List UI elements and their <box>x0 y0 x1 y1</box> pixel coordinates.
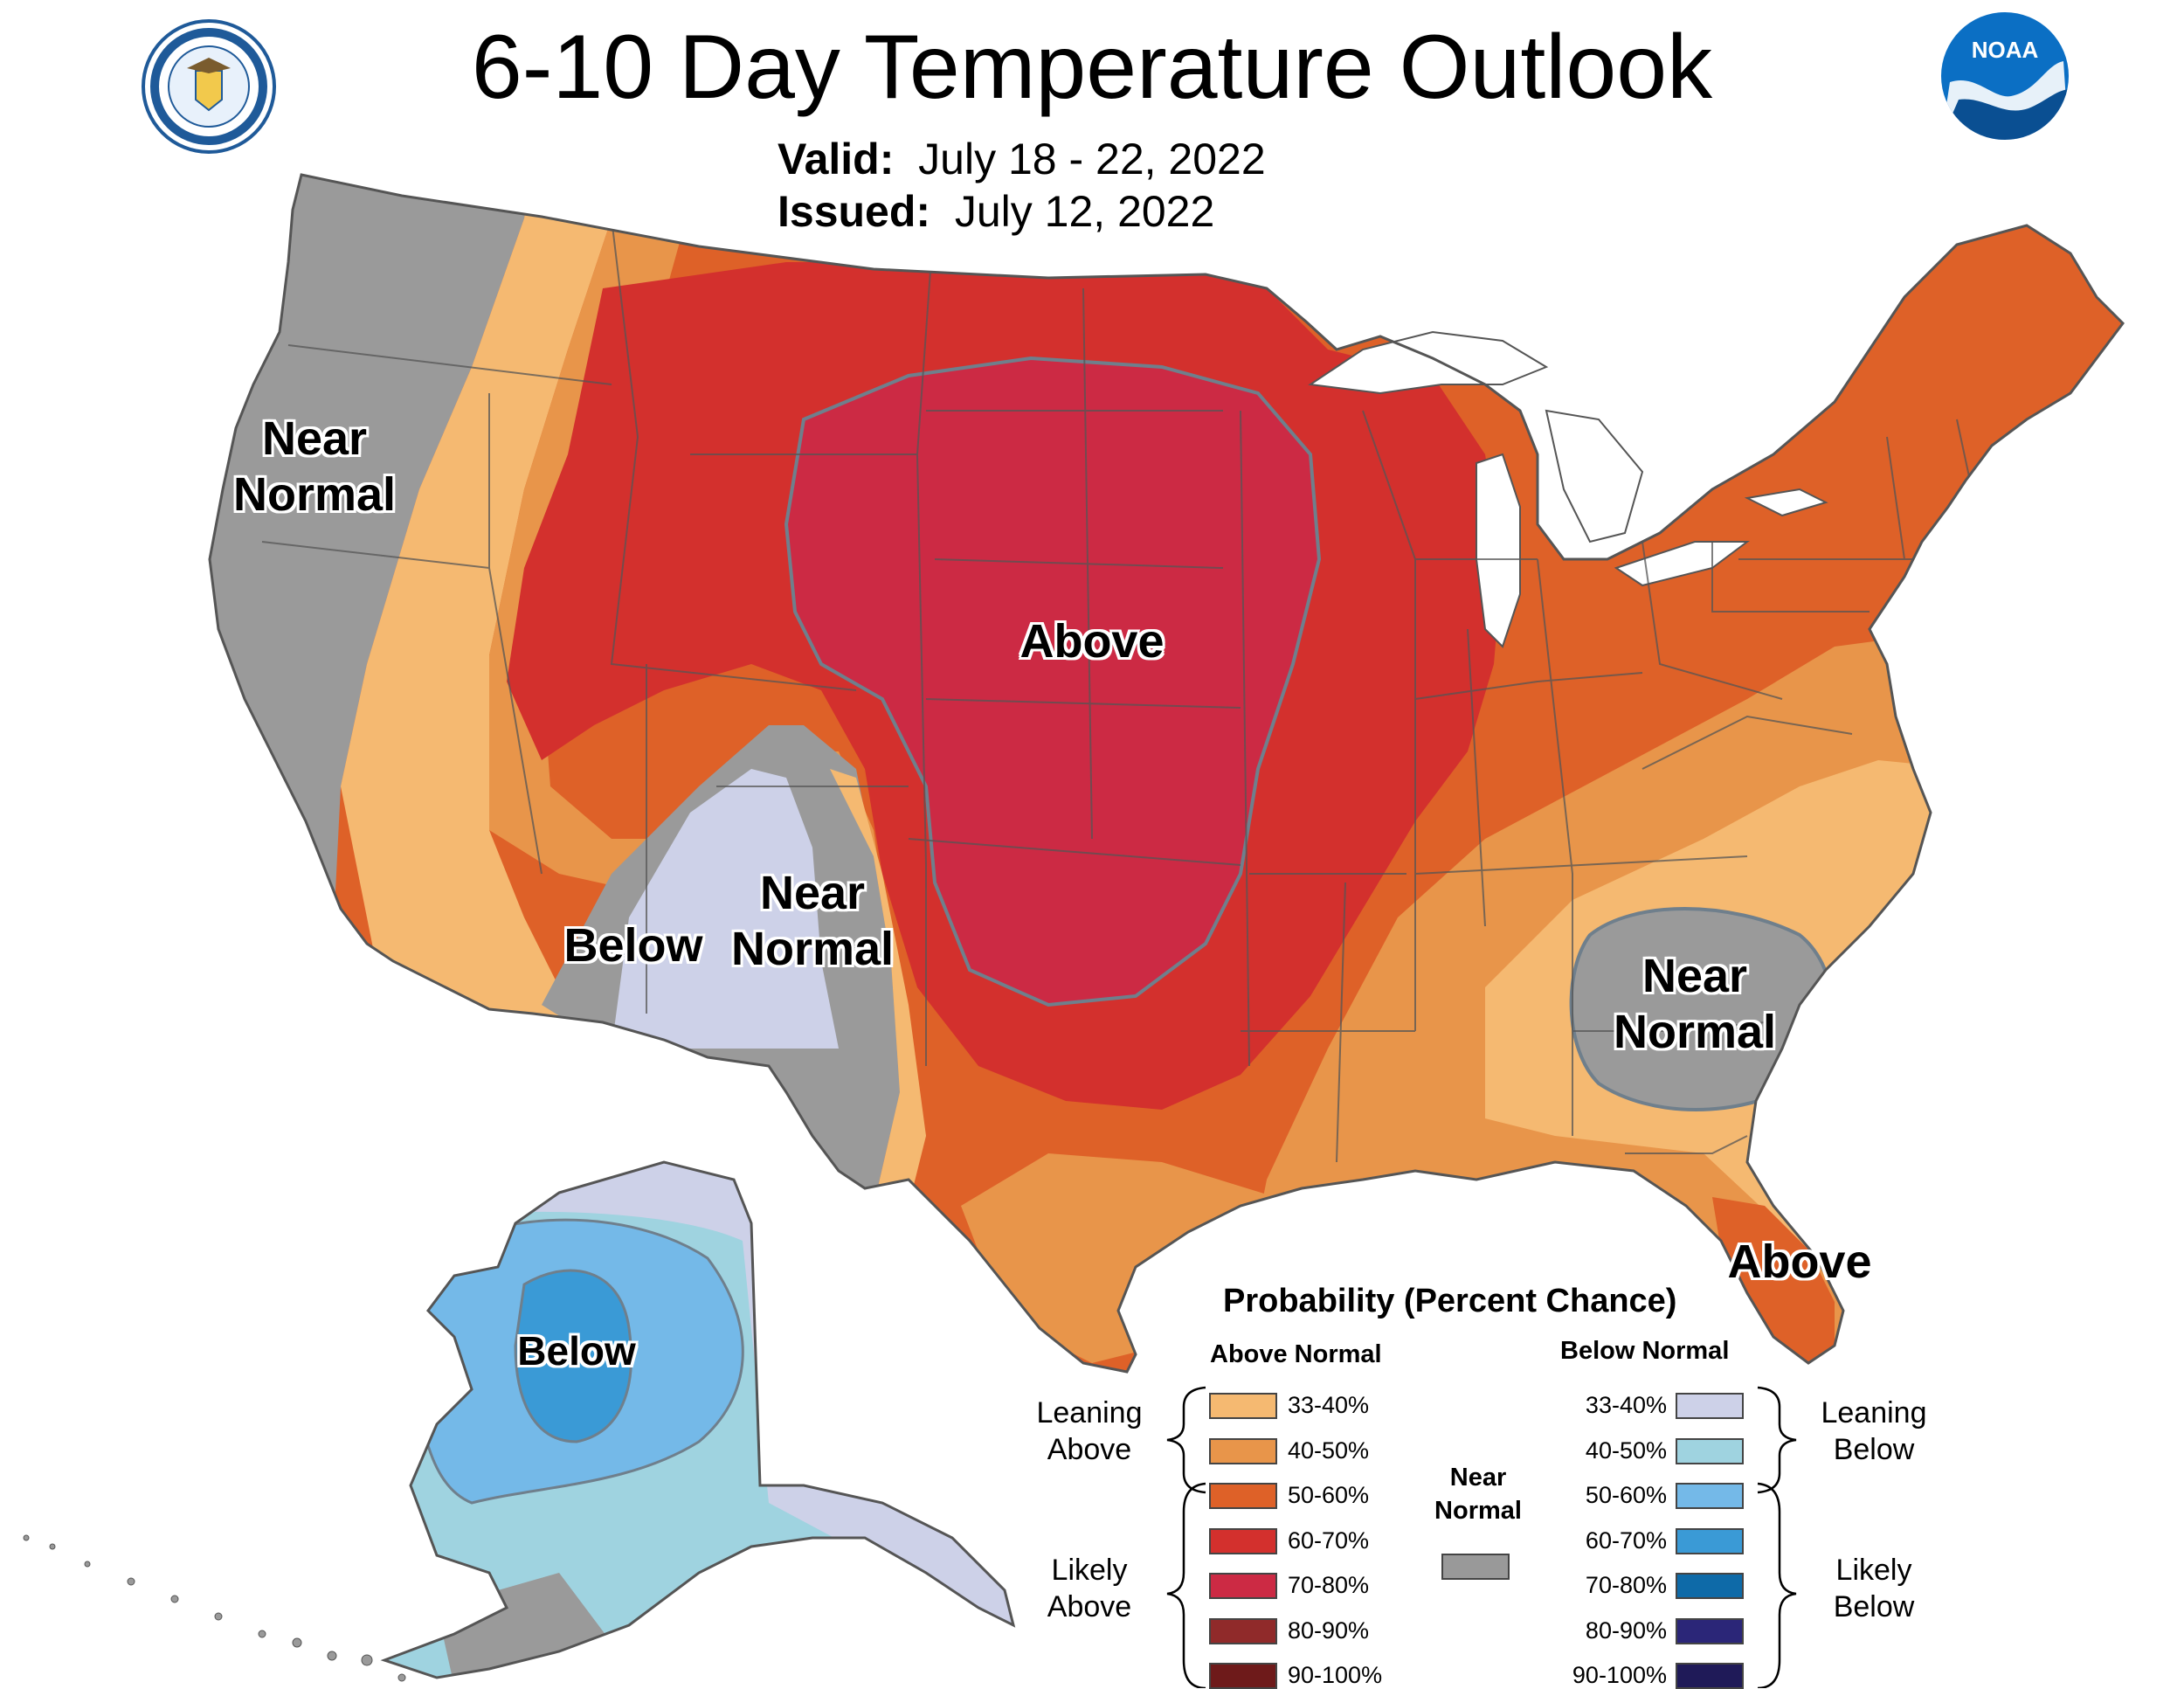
legend-above-range: 50-60% <box>1288 1482 1370 1508</box>
legend-above-range: 70-80% <box>1288 1572 1370 1598</box>
issued-line: Issued: July 12, 2022 <box>778 185 1266 238</box>
legend-near-normal-label: Near Normal <box>1434 1464 1522 1525</box>
noaa-logo-icon: NOAA <box>1941 12 2069 140</box>
alaska-shading <box>384 1162 1013 1678</box>
aleutian-islands <box>23 1534 406 1682</box>
valid-line: Valid: July 18 - 22, 2022 <box>778 133 1266 185</box>
legend-below-swatch <box>1676 1483 1744 1509</box>
valid-label: Valid: <box>778 135 895 183</box>
valid-value: July 18 - 22, 2022 <box>918 135 1266 183</box>
legend-below-swatch <box>1676 1573 1744 1599</box>
legend-above-header: Above Normal <box>1210 1340 1382 1368</box>
label-florida-above: Above <box>1727 1236 1872 1288</box>
page-title: 6-10 Day Temperature Outlook <box>471 17 1713 118</box>
label-west-near-normal: Near Normal <box>232 412 397 521</box>
legend-below-range: 70-80% <box>1585 1572 1667 1598</box>
commerce-seal-graphic <box>150 28 267 145</box>
legend-below-range: 40-50% <box>1585 1436 1667 1464</box>
legend-below-swatch <box>1676 1527 1744 1554</box>
legend-above-swatch <box>1209 1393 1277 1419</box>
lake-michigan <box>1476 453 1521 648</box>
state-boundaries <box>261 209 2010 1163</box>
label-alaska-below: Below <box>517 1328 636 1374</box>
label-southwest-below: Below <box>563 919 703 972</box>
legend-above-swatch <box>1209 1617 1277 1644</box>
department-of-commerce-seal-icon <box>142 19 276 154</box>
legend-above-range: 60-70% <box>1288 1526 1370 1554</box>
legend-above-swatch <box>1209 1437 1277 1464</box>
zone-50-60-florida <box>1712 1197 1835 1363</box>
legend-below-swatch <box>1676 1437 1744 1464</box>
lake-huron <box>1545 409 1644 543</box>
noaa-logo-text: NOAA <box>1972 37 2039 63</box>
legend-below-swatch <box>1676 1617 1744 1644</box>
legend-above-swatch <box>1209 1483 1277 1509</box>
label-central-above: Above <box>1019 615 1165 668</box>
legend-below-swatch <box>1676 1663 1744 1689</box>
ak-zone-60-70 <box>514 1269 632 1443</box>
issued-label: Issued: <box>778 187 931 236</box>
legend-likely-above: Likely Above <box>1047 1554 1132 1623</box>
noaa-logo-graphic: NOAA <box>1941 37 2069 140</box>
legend-below-range: 50-60% <box>1585 1482 1667 1508</box>
legend-below-header: Below Normal <box>1560 1337 1730 1365</box>
label-southwest-near-normal: Near Normal <box>730 867 895 975</box>
legend-above-range: 33-40% <box>1288 1392 1370 1418</box>
legend-above-swatch <box>1209 1573 1277 1599</box>
lake-erie <box>1614 541 1750 587</box>
legend-below-swatch <box>1676 1393 1744 1419</box>
legend-below-range: 60-70% <box>1585 1526 1667 1554</box>
legend-leaning-below: Leaning Below <box>1821 1396 1927 1466</box>
legend-above-range: 80-90% <box>1288 1616 1370 1644</box>
legend-leaning-above: Leaning Above <box>1036 1396 1143 1466</box>
zone-33-40-south-strip <box>830 769 926 1206</box>
legend-above-swatch <box>1209 1663 1277 1689</box>
legend-below-range: 80-90% <box>1585 1616 1667 1644</box>
lake-superior <box>1308 330 1549 395</box>
legend-below-range: 33-40% <box>1585 1392 1667 1418</box>
issued-value: July 12, 2022 <box>954 187 1215 236</box>
zone-33-40-west <box>341 175 612 1136</box>
label-southeast-near-normal: Near Normal <box>1613 950 1777 1058</box>
legend-below-range: 90-100% <box>1572 1662 1667 1688</box>
zone-below-33-40-new-mexico <box>612 769 839 1049</box>
great-lakes <box>1308 330 1828 648</box>
date-block: Valid: July 18 - 22, 2022 Issued: July 1… <box>778 133 1266 238</box>
lake-ontario <box>1744 488 1828 517</box>
legend-title: Probability (Percent Chance) <box>1223 1283 1677 1319</box>
legend-likely-below: Likely Below <box>1833 1554 1915 1623</box>
legend-above-range: 90-100% <box>1288 1662 1383 1688</box>
legend-above-swatch <box>1209 1527 1277 1554</box>
legend-near-normal-swatch <box>1441 1554 1510 1580</box>
legend-above-range: 40-50% <box>1288 1436 1370 1464</box>
zone-40-50-texas <box>961 1153 1328 1363</box>
